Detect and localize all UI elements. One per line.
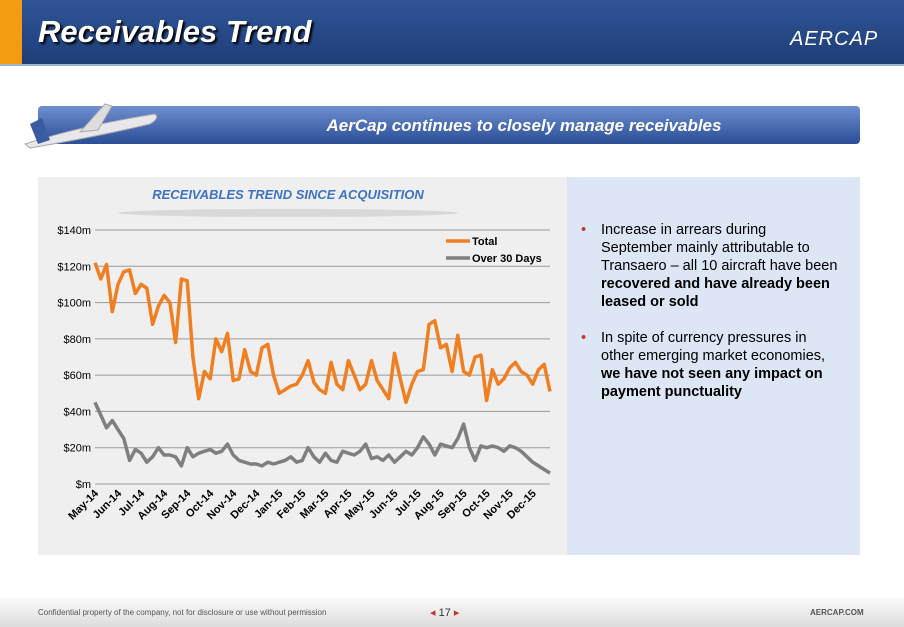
- accent: [0, 0, 22, 64]
- footer-note: Confidential property of the company, no…: [38, 608, 327, 617]
- plane-icon: [23, 103, 158, 149]
- logo: AERCAP: [790, 28, 879, 50]
- title: Receivables Trend: [38, 14, 312, 49]
- series-line: [93, 262, 552, 405]
- y-tick-label: $20m: [63, 443, 91, 455]
- y-tick-label: $40m: [63, 406, 91, 418]
- y-tick-label: $60m: [63, 370, 91, 382]
- banner: AerCap continues to closely manage recei…: [38, 106, 860, 144]
- chart-title: RECEIVABLES TREND SINCE ACQUISITION: [152, 187, 424, 202]
- footer-site: AERCAP.COM: [810, 608, 864, 617]
- header: Receivables Trend AERCAP: [0, 0, 904, 66]
- y-tick-label: $m: [76, 479, 91, 491]
- bullet-emphasis: we have not seen any impact on payment p…: [601, 366, 823, 400]
- bullet-text: In spite of currency pressures in other …: [601, 330, 826, 364]
- shadow: [118, 209, 458, 217]
- chart-panel: RECEIVABLES TREND SINCE ACQUISITION $m $2…: [38, 177, 567, 555]
- chart: RECEIVABLES TREND SINCE ACQUISITION $m $2…: [57, 187, 552, 522]
- y-tick-label: $120m: [57, 261, 91, 273]
- y-tick-label: $100m: [57, 298, 91, 310]
- bullet-text: Increase in arrears during September mai…: [601, 222, 838, 274]
- bullet: In spite of currency pressures in other …: [581, 329, 838, 401]
- bullets: Increase in arrears during September mai…: [579, 221, 838, 401]
- y-tick-label: $80m: [63, 334, 91, 346]
- bullet: Increase in arrears during September mai…: [581, 221, 838, 311]
- page-number: ◂ 17 ▸: [430, 607, 460, 619]
- text-panel: Increase in arrears during September mai…: [567, 177, 860, 555]
- legend-label: Over 30 Days: [472, 253, 542, 265]
- banner-text: AerCap continues to closely manage recei…: [326, 116, 722, 135]
- legend-label: Total: [472, 236, 497, 248]
- series-line: [93, 401, 551, 475]
- y-tick-label: $140m: [57, 225, 91, 237]
- bullet-emphasis: recovered and have already been leased o…: [601, 276, 830, 310]
- footer: Confidential property of the company, no…: [0, 598, 904, 627]
- page-text: 17: [438, 607, 451, 619]
